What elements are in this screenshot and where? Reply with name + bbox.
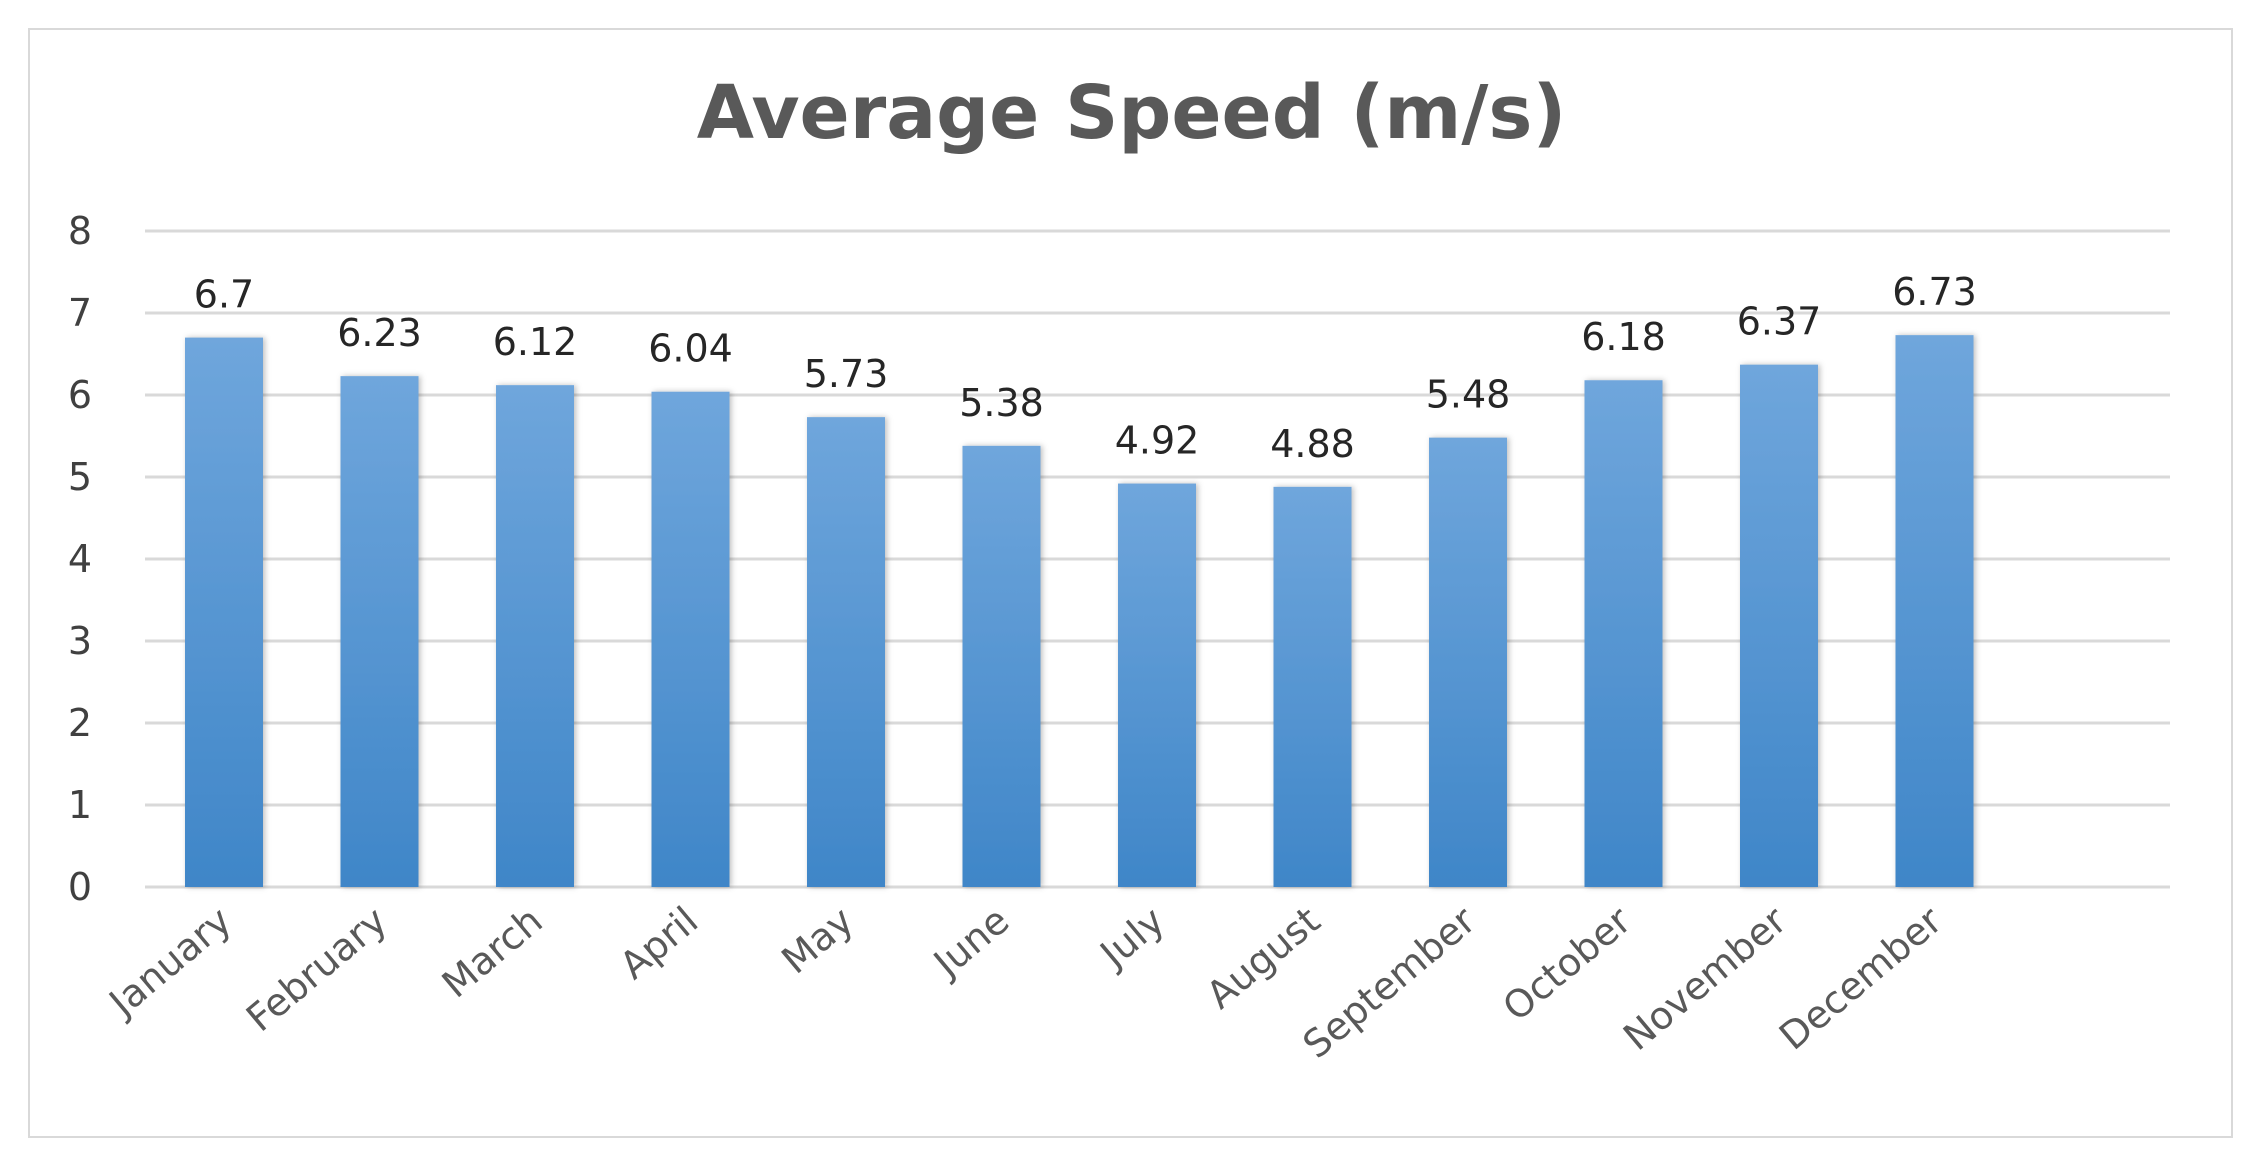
- bar-may: [807, 417, 885, 887]
- x-category-label: February: [238, 898, 395, 1040]
- y-tick-label: 1: [68, 783, 92, 827]
- data-label: 5.48: [1426, 373, 1511, 417]
- data-label: 6.7: [194, 273, 254, 317]
- x-category-label: October: [1495, 898, 1640, 1030]
- x-category-label: March: [434, 898, 551, 1006]
- x-category-label: August: [1198, 898, 1328, 1017]
- data-label: 6.04: [648, 327, 733, 371]
- x-category-label: May: [773, 898, 861, 982]
- bar-december: [1895, 335, 1974, 887]
- data-label: 5.38: [959, 381, 1044, 425]
- x-category-label: September: [1295, 898, 1484, 1067]
- data-label: 6.12: [493, 320, 578, 364]
- y-tick-label: 8: [68, 209, 92, 253]
- bar-january: [185, 337, 263, 888]
- x-category-label: January: [100, 898, 240, 1026]
- y-axis-ticks: 0 1 2 3 4 5 6 7 8: [68, 209, 92, 909]
- y-tick-label: 2: [68, 701, 92, 745]
- data-label: 4.88: [1270, 422, 1355, 466]
- data-labels: 6.7 6.23 6.12 6.04 5.73 5.38 4.92 4.88 5.48 6.18 6…: [194, 270, 1977, 466]
- y-tick-label: 5: [68, 455, 92, 499]
- bar-june: [962, 445, 1041, 887]
- data-label: 6.37: [1737, 300, 1822, 344]
- x-category-label: December: [1771, 898, 1951, 1059]
- bar-november: [1740, 364, 1818, 887]
- x-category-label: June: [924, 898, 1017, 986]
- data-label: 6.23: [337, 311, 422, 355]
- chart-title: Average Speed (m/s): [696, 70, 1567, 156]
- data-label: 4.92: [1115, 419, 1200, 463]
- y-tick-label: 4: [68, 537, 92, 581]
- y-tick-label: 7: [68, 291, 92, 335]
- y-tick-label: 3: [68, 619, 92, 663]
- x-category-label: July: [1091, 898, 1173, 977]
- bars: [185, 335, 1974, 888]
- bar-september: [1429, 437, 1507, 887]
- bar-october: [1584, 380, 1663, 887]
- bar-february: [340, 376, 419, 887]
- bar-august: [1273, 486, 1352, 887]
- data-label: 5.73: [804, 352, 889, 396]
- y-tick-label: 6: [68, 373, 92, 417]
- x-category-label: November: [1615, 898, 1795, 1059]
- y-tick-label: 0: [68, 865, 92, 909]
- bar-march: [496, 385, 574, 887]
- bar-july: [1118, 483, 1196, 887]
- bar-april: [651, 391, 730, 887]
- x-category-label: April: [611, 898, 706, 988]
- data-label: 6.18: [1581, 315, 1666, 359]
- data-label: 6.73: [1892, 270, 1977, 314]
